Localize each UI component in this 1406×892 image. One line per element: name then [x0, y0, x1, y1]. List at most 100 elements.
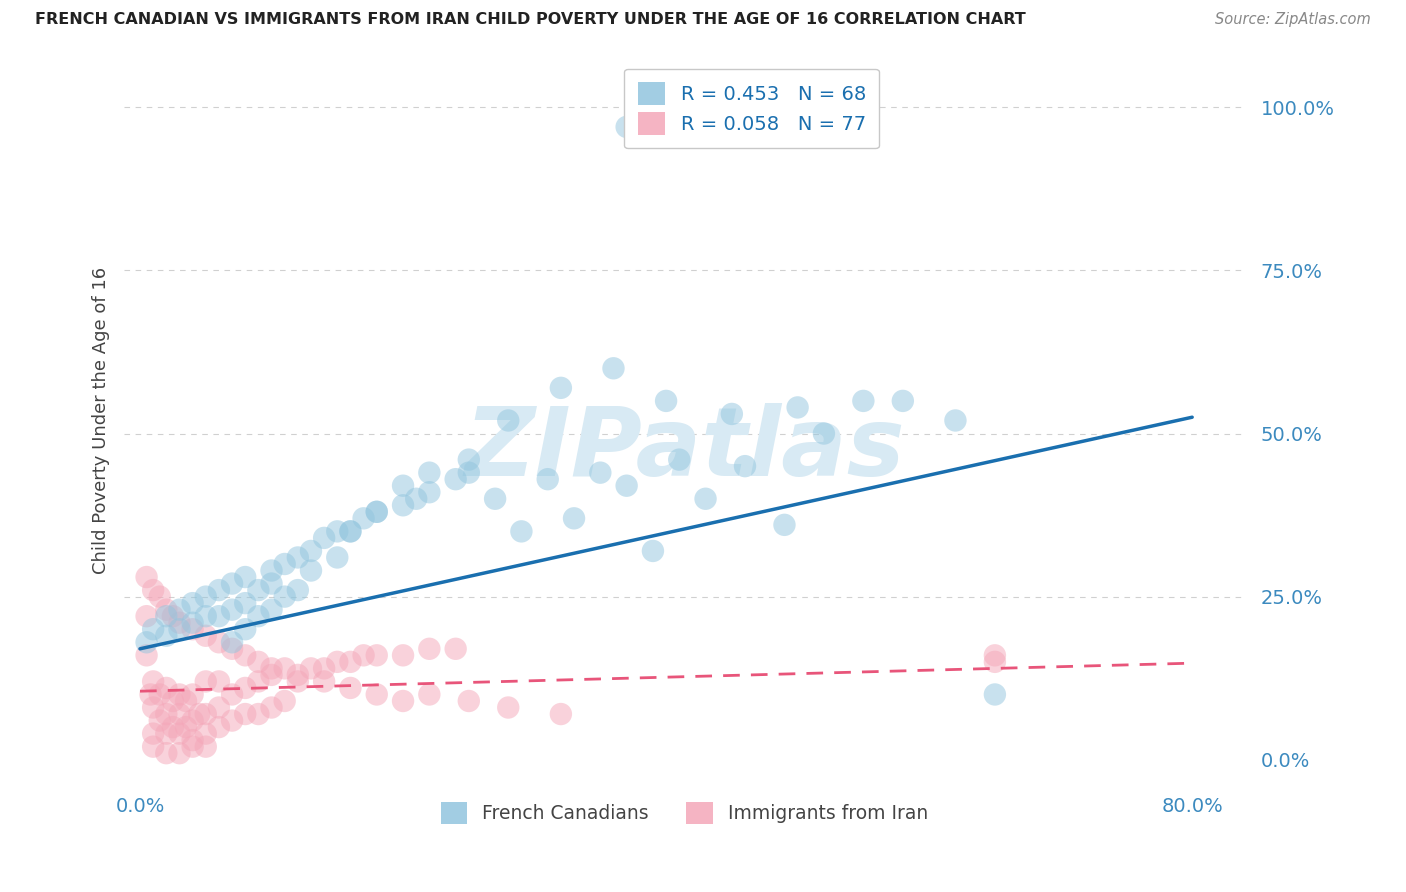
Point: [484, 491, 506, 506]
Point: [135, 570, 157, 584]
Point: [616, 120, 638, 134]
Point: [418, 485, 440, 500]
Point: [142, 583, 165, 598]
Point: [155, 746, 177, 760]
Point: [392, 479, 415, 493]
Point: [155, 681, 177, 695]
Point: [233, 622, 256, 636]
Point: [392, 498, 415, 512]
Point: [208, 674, 231, 689]
Point: [457, 694, 479, 708]
Point: [169, 706, 191, 721]
Point: [169, 726, 191, 740]
Point: [314, 674, 336, 689]
Point: [155, 602, 177, 616]
Point: [247, 655, 270, 669]
Point: [221, 688, 243, 702]
Point: [589, 466, 612, 480]
Text: FRENCH CANADIAN VS IMMIGRANTS FROM IRAN CHILD POVERTY UNDER THE AGE OF 16 CORREL: FRENCH CANADIAN VS IMMIGRANTS FROM IRAN …: [35, 12, 1026, 27]
Point: [169, 746, 191, 760]
Point: [247, 609, 270, 624]
Point: [616, 479, 638, 493]
Point: [392, 694, 415, 708]
Point: [260, 668, 283, 682]
Point: [208, 635, 231, 649]
Point: [194, 674, 217, 689]
Point: [135, 648, 157, 663]
Point: [339, 524, 361, 539]
Point: [233, 681, 256, 695]
Point: [366, 505, 388, 519]
Point: [221, 635, 243, 649]
Point: [287, 674, 309, 689]
Point: [247, 706, 270, 721]
Point: [287, 668, 309, 682]
Y-axis label: Child Poverty Under the Age of 16: Child Poverty Under the Age of 16: [93, 267, 110, 574]
Point: [142, 674, 165, 689]
Point: [366, 505, 388, 519]
Point: [984, 648, 1007, 663]
Point: [194, 739, 217, 754]
Point: [418, 641, 440, 656]
Point: [181, 615, 204, 630]
Point: [314, 531, 336, 545]
Point: [339, 655, 361, 669]
Point: [142, 726, 165, 740]
Point: [457, 466, 479, 480]
Point: [155, 629, 177, 643]
Point: [273, 590, 295, 604]
Point: [339, 524, 361, 539]
Point: [287, 550, 309, 565]
Point: [668, 452, 690, 467]
Point: [496, 700, 519, 714]
Point: [510, 524, 533, 539]
Point: [273, 557, 295, 571]
Point: [194, 590, 217, 604]
Point: [181, 739, 204, 754]
Point: [247, 674, 270, 689]
Point: [233, 648, 256, 663]
Point: [852, 393, 875, 408]
Point: [208, 609, 231, 624]
Point: [181, 622, 204, 636]
Point: [194, 629, 217, 643]
Point: [181, 733, 204, 747]
Point: [149, 590, 172, 604]
Text: ZIPatlas: ZIPatlas: [464, 403, 905, 496]
Point: [314, 661, 336, 675]
Point: [169, 602, 191, 616]
Point: [273, 661, 295, 675]
Point: [162, 694, 184, 708]
Point: [655, 393, 678, 408]
Point: [142, 739, 165, 754]
Point: [221, 641, 243, 656]
Point: [945, 413, 967, 427]
Point: [188, 706, 211, 721]
Point: [695, 491, 717, 506]
Point: [221, 714, 243, 728]
Point: [181, 596, 204, 610]
Point: [135, 609, 157, 624]
Point: [339, 681, 361, 695]
Point: [550, 706, 572, 721]
Point: [155, 706, 177, 721]
Point: [221, 576, 243, 591]
Point: [260, 576, 283, 591]
Point: [299, 544, 322, 558]
Point: [233, 596, 256, 610]
Point: [247, 583, 270, 598]
Point: [169, 615, 191, 630]
Point: [641, 544, 664, 558]
Point: [326, 655, 349, 669]
Point: [135, 635, 157, 649]
Legend: French Canadians, Immigrants from Iran: French Canadians, Immigrants from Iran: [433, 795, 935, 831]
Point: [496, 413, 519, 427]
Point: [208, 700, 231, 714]
Point: [299, 564, 322, 578]
Point: [208, 583, 231, 598]
Point: [773, 517, 796, 532]
Point: [813, 426, 835, 441]
Point: [233, 706, 256, 721]
Point: [260, 700, 283, 714]
Point: [169, 688, 191, 702]
